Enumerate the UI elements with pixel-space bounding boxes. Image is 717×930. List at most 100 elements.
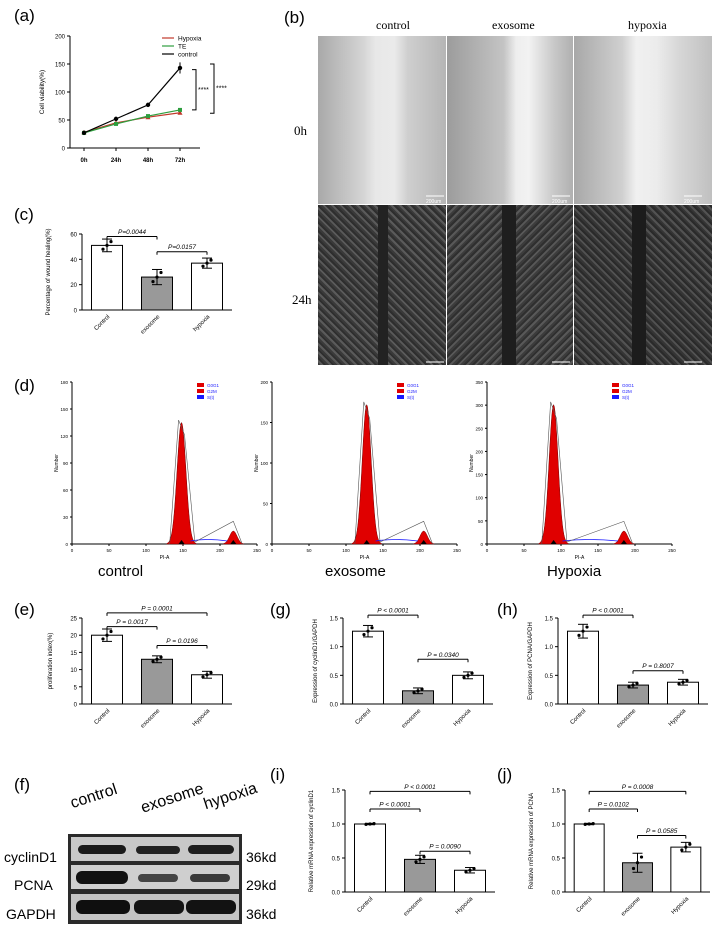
row-label-24h: 24h [292, 292, 312, 307]
y-tick-label: 60 [63, 488, 69, 493]
gate-marker [550, 540, 557, 544]
x-tick-label: Control [569, 708, 587, 726]
panel-label-b: (b) [284, 8, 305, 27]
row-label-0h: 0h [294, 123, 307, 138]
y-tick-label: 1.5 [545, 617, 554, 623]
flow-group-label-control: control [98, 563, 144, 580]
legend-swatch [612, 395, 619, 399]
data-point [372, 821, 376, 826]
data-point [201, 264, 205, 268]
data-point [681, 680, 685, 684]
y-tick-label: 0.5 [545, 674, 554, 680]
data-point [151, 280, 155, 284]
data-point [201, 675, 205, 679]
y-tick-label: 60 [70, 233, 77, 239]
scale-bars: 200um 200um 200um 200um 200um 200um [426, 195, 702, 366]
y-tick-label: 30 [63, 515, 69, 520]
bar [91, 634, 123, 705]
x-tick-label: Control [354, 708, 372, 726]
legend-label: Hypoxia [178, 36, 202, 43]
data-point [631, 683, 635, 687]
panel-label-h: (h) [497, 600, 518, 619]
proliferation-index-bar-chart: 0 5 10 15 20 25 proliferation index(%) Control e… [48, 605, 232, 730]
data-point [639, 855, 644, 859]
y-tick-label: 150 [60, 407, 68, 412]
x-tick-label: exosome [616, 708, 638, 730]
blot-row-cyclinD1: cyclinD1 [4, 849, 57, 865]
bar [404, 858, 436, 893]
y-tick-label: 0 [65, 542, 68, 547]
x-tick-label: 250 [253, 548, 261, 553]
data-point [468, 868, 472, 872]
p-value-label: P = 0.0196 [166, 638, 198, 645]
panel-label-f: (f) [14, 775, 31, 794]
x-tick-label: Hypoxia [192, 708, 212, 728]
p-value-label: P = 0.0017 [116, 619, 148, 626]
significance-stars: **** [216, 85, 227, 92]
x-tick-label: 0h [80, 158, 87, 164]
western-blot-image [68, 834, 242, 924]
data-point [416, 689, 420, 693]
column-label-hypoxia: hypoxia [628, 18, 667, 32]
panel-label-g: (g) [270, 600, 291, 619]
p-value-label: P = 0.0585 [646, 828, 678, 835]
x-tick-label: 200 [631, 548, 639, 553]
y-tick-label: 0.0 [545, 703, 554, 709]
x-tick-label: 0 [271, 548, 274, 553]
x-tick-label: 100 [142, 548, 150, 553]
blot-size-gapdh: 36kd [246, 906, 277, 922]
data-point [155, 657, 159, 661]
y-tick-label: 25 [70, 617, 77, 623]
data-point [472, 867, 476, 871]
y-axis-label: Number [469, 454, 475, 472]
raw-trace [541, 401, 634, 545]
bar [573, 823, 605, 893]
p-value-label: P=0.0044 [118, 229, 146, 236]
data-point [109, 629, 113, 634]
g0g1-peak [351, 403, 382, 545]
bar [191, 674, 223, 705]
data-point [81, 130, 87, 136]
y-tick-label: 1.5 [552, 789, 561, 795]
g2m-peak [413, 530, 435, 545]
significance-stars: **** [198, 87, 209, 94]
bar [91, 244, 123, 311]
y-tick-label: 150 [475, 473, 483, 478]
legend-label: S(t) [622, 395, 630, 400]
data-point [684, 845, 688, 849]
flow-histogram-hypoxia: 0 50 100 150 200 250 300 350 Number 0 50 100 150 200 2… [469, 380, 676, 561]
x-tick-label: exosome [140, 708, 162, 730]
flow-group-label-exosome: exosome [325, 563, 386, 580]
legend-label: S(t) [207, 395, 215, 400]
data-point [685, 678, 689, 683]
legend-label: S(t) [407, 395, 415, 400]
data-point [581, 629, 585, 633]
s-phase-curve [190, 539, 228, 542]
y-tick-label: 100 [55, 91, 66, 97]
gate-marker [420, 540, 427, 544]
y-tick-label: 100 [260, 461, 268, 466]
x-tick-label: Hypoxia [668, 708, 688, 728]
data-point [151, 659, 155, 663]
y-tick-label: 0.5 [552, 857, 561, 863]
flow-group-label-hypoxia: Hypoxia [547, 563, 602, 580]
x-tick-label: 72h [175, 158, 186, 164]
y-tick-label: 150 [55, 63, 66, 69]
data-point [635, 861, 640, 865]
y-axis-label: Number [54, 454, 60, 472]
legend-label: control [178, 52, 198, 59]
y-tick-label: 0 [265, 542, 268, 547]
y-tick-label: 0.0 [552, 891, 561, 897]
data-point [178, 107, 182, 112]
x-tick-label: Hypoxia [455, 896, 475, 916]
data-point [114, 121, 118, 126]
data-point [577, 633, 581, 637]
x-tick-label: Control [576, 896, 594, 914]
data-point [583, 822, 587, 827]
x-axis-label: PI-A [575, 555, 585, 561]
p-value-label: P = 0.0102 [598, 802, 630, 809]
gate-marker [363, 540, 370, 544]
x-tick-label: Control [93, 708, 111, 726]
column-label-exosome: exosome [492, 18, 535, 32]
y-tick-label: 50 [478, 519, 484, 524]
